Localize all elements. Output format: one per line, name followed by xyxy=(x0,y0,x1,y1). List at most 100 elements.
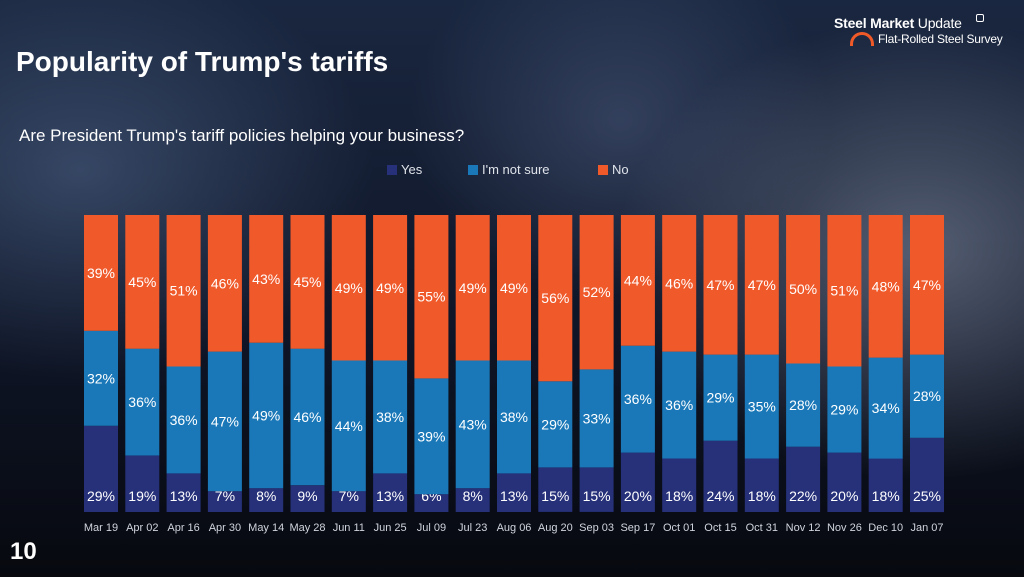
data-label-yes-4: 7% xyxy=(215,488,235,504)
data-label-yes-1: 29% xyxy=(87,488,115,504)
bar-not-sure-3 xyxy=(166,366,201,474)
bar-not-sure-20 xyxy=(868,357,903,459)
legend-swatch-not-sure xyxy=(468,165,478,175)
data-label-no-3: 51% xyxy=(170,283,198,299)
bar-not-sure-10 xyxy=(455,360,490,489)
bar-not-sure-14 xyxy=(620,345,655,453)
data-label-yes-13: 15% xyxy=(583,488,611,504)
x-tick-label-20: Dec 10 xyxy=(868,522,903,534)
data-label-not-sure-21: 28% xyxy=(913,388,941,404)
bar-yes-4 xyxy=(207,491,242,512)
data-label-no-1: 39% xyxy=(87,265,115,281)
bar-yes-19 xyxy=(827,452,862,512)
data-label-no-8: 49% xyxy=(376,280,404,296)
bar-no-16 xyxy=(703,215,738,355)
data-label-yes-20: 18% xyxy=(872,488,900,504)
data-label-not-sure-14: 36% xyxy=(624,391,652,407)
data-label-yes-2: 19% xyxy=(128,488,156,504)
bar-not-sure-18 xyxy=(786,363,821,447)
x-tick-label-13: Sep 03 xyxy=(579,522,614,534)
bar-not-sure-6 xyxy=(290,348,325,486)
bar-yes-12 xyxy=(538,467,573,512)
bar-not-sure-5 xyxy=(249,342,284,489)
data-label-no-4: 46% xyxy=(211,275,239,291)
bar-not-sure-4 xyxy=(207,351,242,492)
bar-no-8 xyxy=(373,215,408,361)
x-tick-label-7: Jun 11 xyxy=(333,522,365,534)
data-label-not-sure-19: 29% xyxy=(830,402,858,418)
bar-no-18 xyxy=(786,215,821,364)
data-label-yes-5: 8% xyxy=(256,488,276,504)
x-tick-label-19: Nov 26 xyxy=(827,522,862,534)
bar-no-4 xyxy=(207,215,242,352)
x-tick-label-15: Oct 01 xyxy=(663,522,695,534)
x-tick-label-3: Apr 16 xyxy=(167,522,199,534)
data-label-no-17: 47% xyxy=(748,277,776,293)
bar-no-15 xyxy=(662,215,697,352)
bar-yes-18 xyxy=(786,446,821,512)
chart-question: Are President Trump's tariff policies he… xyxy=(19,126,465,145)
bar-yes-11 xyxy=(497,473,531,512)
bar-no-6 xyxy=(290,215,325,349)
data-label-yes-15: 18% xyxy=(665,488,693,504)
data-label-no-13: 52% xyxy=(583,284,611,300)
data-label-no-18: 50% xyxy=(789,281,817,297)
bar-yes-1 xyxy=(84,425,118,512)
bar-yes-21 xyxy=(910,437,944,513)
data-label-not-sure-6: 46% xyxy=(293,409,321,425)
slide-title: Popularity of Trump's tariffs xyxy=(16,46,389,77)
bar-not-sure-8 xyxy=(373,360,408,474)
bar-no-21 xyxy=(910,215,944,355)
bar-no-13 xyxy=(579,215,614,370)
x-tick-label-12: Aug 20 xyxy=(538,522,573,534)
data-label-not-sure-20: 34% xyxy=(872,400,900,416)
legend-swatch-yes xyxy=(387,165,397,175)
bar-not-sure-19 xyxy=(827,366,862,453)
bar-no-12 xyxy=(538,215,573,382)
x-tick-label-11: Aug 06 xyxy=(497,522,532,534)
brand-logo: Steel Market Update Flat-Rolled Steel Su… xyxy=(834,12,1020,52)
logo-brand-bold: Steel Market xyxy=(834,15,915,31)
bar-no-14 xyxy=(620,215,655,346)
bar-yes-13 xyxy=(579,467,614,512)
x-tick-label-4: Apr 30 xyxy=(209,522,241,534)
bar-yes-3 xyxy=(166,473,201,512)
data-label-not-sure-12: 29% xyxy=(541,416,569,432)
bar-yes-8 xyxy=(373,473,408,512)
bar-not-sure-16 xyxy=(703,354,738,441)
x-tick-label-9: Jul 09 xyxy=(417,522,446,534)
x-tick-label-14: Sep 17 xyxy=(620,522,655,534)
x-tick-label-1: Mar 19 xyxy=(84,522,118,534)
bar-not-sure-9 xyxy=(414,378,449,495)
bar-not-sure-15 xyxy=(662,351,697,459)
bar-not-sure-11 xyxy=(497,360,531,474)
x-tick-label-21: Jan 07 xyxy=(910,522,943,534)
page-number: 10 xyxy=(10,538,37,565)
data-label-not-sure-10: 43% xyxy=(459,416,487,432)
data-label-no-16: 47% xyxy=(706,277,734,293)
bar-not-sure-12 xyxy=(538,381,573,468)
data-label-yes-14: 20% xyxy=(624,488,652,504)
data-label-yes-21: 25% xyxy=(913,488,941,504)
bar-yes-5 xyxy=(249,488,284,512)
legend-label-yes: Yes xyxy=(401,162,423,177)
data-label-not-sure-4: 47% xyxy=(211,413,239,429)
data-label-not-sure-3: 36% xyxy=(170,412,198,428)
bar-not-sure-13 xyxy=(579,369,614,468)
data-label-not-sure-16: 29% xyxy=(706,390,734,406)
bar-no-2 xyxy=(125,215,160,349)
data-label-yes-11: 13% xyxy=(500,488,528,504)
data-label-not-sure-5: 49% xyxy=(252,408,280,424)
data-label-yes-10: 8% xyxy=(463,488,483,504)
bar-not-sure-7 xyxy=(331,360,366,492)
x-tick-label-10: Jul 23 xyxy=(458,522,487,534)
logo-tagline: Flat-Rolled Steel Survey xyxy=(878,32,1003,46)
bar-no-1 xyxy=(84,215,118,331)
bar-yes-9 xyxy=(414,494,449,512)
bar-no-11 xyxy=(497,215,531,361)
data-label-no-11: 49% xyxy=(500,280,528,296)
data-label-not-sure-2: 36% xyxy=(128,394,156,410)
data-label-not-sure-17: 35% xyxy=(748,399,776,415)
data-label-no-10: 49% xyxy=(459,280,487,296)
data-label-not-sure-18: 28% xyxy=(789,397,817,413)
